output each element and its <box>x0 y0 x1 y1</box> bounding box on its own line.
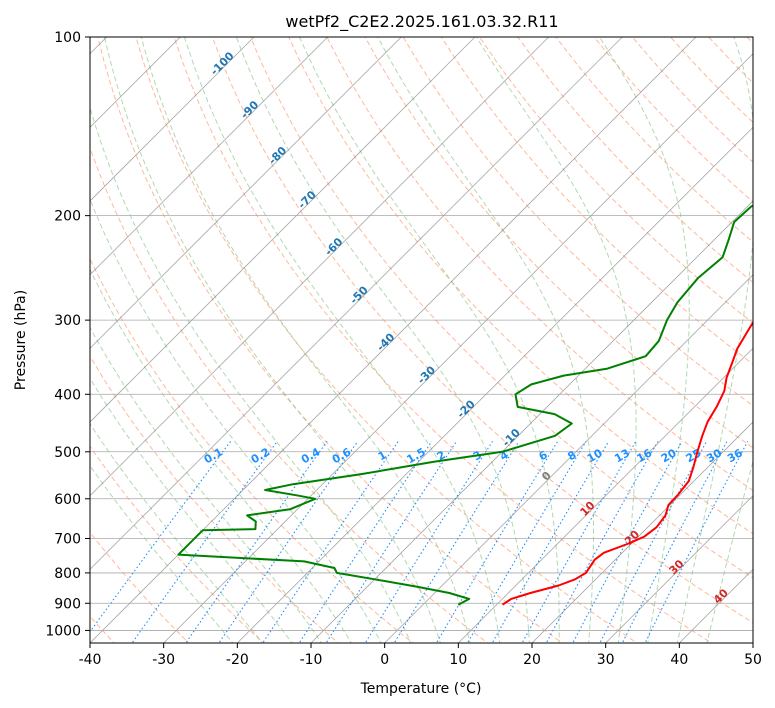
isotherm <box>163 53 753 643</box>
isotherm <box>90 37 623 570</box>
mixing-ratio-line <box>185 440 328 643</box>
x-axis: -40 -30 -20 -10 0 10 20 30 40 50 <box>79 643 762 668</box>
y-tick-label: 100 <box>54 30 81 46</box>
mixing-ratio-line <box>364 441 493 643</box>
isotherm <box>237 126 753 643</box>
x-tick-label: 40 <box>670 652 688 668</box>
temperature-profile <box>501 320 753 606</box>
y-tick-label: 500 <box>54 445 81 461</box>
mixing-ratio-line <box>131 440 278 643</box>
isotherm <box>310 200 753 643</box>
plot-area: 0.1 0.2 0.4 0.6 1 1.5 2 3 4 6 8 10 13 16 20 25 30 36-100-… <box>90 37 753 643</box>
isotherm <box>384 274 753 643</box>
dry-adiabat <box>90 445 265 643</box>
mixing-ratio-line <box>466 441 587 643</box>
dry-adiabat <box>364 37 753 449</box>
x-tick-label: 20 <box>523 652 541 668</box>
mixing-ratio-line <box>621 441 728 643</box>
x-tick-label: -10 <box>300 652 323 668</box>
moist-adiabat <box>90 422 264 643</box>
isotherm <box>90 37 402 349</box>
plot-frame <box>89 36 754 644</box>
isotherm <box>458 347 753 643</box>
x-tick-label: -20 <box>226 652 249 668</box>
isotherm <box>605 495 753 643</box>
x-tick-label: -40 <box>79 652 102 668</box>
dry-adiabat <box>479 37 753 324</box>
moist-adiabat <box>90 464 234 643</box>
y-tick-label: 800 <box>54 566 81 582</box>
isotherm <box>90 37 328 276</box>
x-tick-label: 0 <box>380 652 389 668</box>
y-tick-label: 200 <box>54 209 81 225</box>
y-tick-label: 400 <box>54 387 81 403</box>
mixing-ratio-line <box>572 441 683 643</box>
mixing-ratio-line <box>393 441 520 643</box>
y-axis: 1000 900 800 700 600 500 400 300 200 100 <box>45 30 90 639</box>
x-tick-label: 30 <box>597 652 615 668</box>
mixing-ratio-line <box>435 441 559 643</box>
y-axis-title: Pressure (hPa) <box>13 290 29 390</box>
mixing-ratio-line <box>491 441 610 643</box>
mixing-ratio-lines <box>90 440 749 643</box>
moist-adiabat <box>90 377 293 643</box>
mixing-ratio-line <box>521 441 637 643</box>
y-tick-label: 700 <box>54 532 81 548</box>
y-tick-label: 600 <box>54 492 81 508</box>
mixing-ratio-line <box>262 440 399 643</box>
y-tick-label: 300 <box>54 313 81 329</box>
mixing-ratio-line <box>599 441 708 643</box>
profiles <box>177 204 753 606</box>
mixing-ratio-line <box>298 440 433 643</box>
mixing-ratio-line <box>325 440 457 643</box>
x-tick-label: -30 <box>152 652 175 668</box>
chart-title: wetPf2_C2E2.2025.161.03.32.R11 <box>285 12 558 32</box>
y-tick-label: 900 <box>54 596 81 612</box>
dewpoint-profile <box>177 204 753 606</box>
dry-adiabat <box>440 37 753 365</box>
dry-adiabat <box>90 355 339 643</box>
x-tick-label: 50 <box>744 652 762 668</box>
y-tick-label: 1000 <box>45 623 81 639</box>
x-tick-label: 10 <box>449 652 467 668</box>
isotherm <box>90 37 255 202</box>
isotherm <box>90 37 549 497</box>
isotherm <box>90 37 476 423</box>
dry-adiabat <box>97 37 564 643</box>
dry-adiabat <box>326 37 753 492</box>
x-axis-title: Temperature (°C) <box>360 681 482 697</box>
